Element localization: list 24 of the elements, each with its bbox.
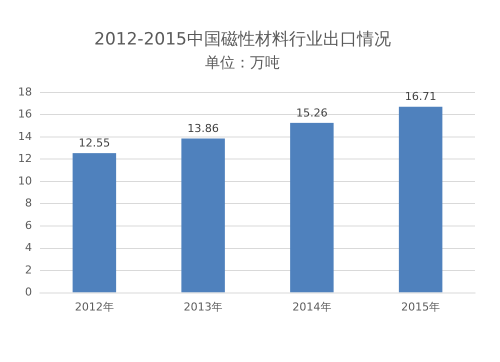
y-tick-label: 18 xyxy=(18,85,32,98)
bar xyxy=(290,122,334,292)
data-label: 16.71 xyxy=(404,90,436,104)
x-tick-label: 2014年 xyxy=(292,300,332,314)
data-label: 13.86 xyxy=(187,122,219,135)
x-tick-label: 2012年 xyxy=(74,300,114,314)
y-tick-label: 14 xyxy=(18,130,32,143)
chart-title: 2012-2015中国磁性材料行业出口情况 xyxy=(94,30,391,50)
y-tick-label: 8 xyxy=(24,196,32,210)
x-tick-label: 2015年 xyxy=(401,300,440,314)
y-tick-label: 0 xyxy=(24,286,32,299)
bar xyxy=(181,138,225,292)
data-label: 12.55 xyxy=(78,136,110,150)
chart-subtitle: 单位：万吨 xyxy=(205,53,280,72)
y-tick-label: 16 xyxy=(18,108,32,121)
x-tick-label: 2013年 xyxy=(184,300,223,314)
y-tick-label: 10 xyxy=(18,174,32,188)
data-label: 15.26 xyxy=(296,106,328,120)
y-tick-label: 6 xyxy=(24,218,32,232)
bar xyxy=(72,153,116,292)
bar xyxy=(398,106,442,292)
y-tick-label: 2 xyxy=(24,263,32,276)
y-tick-label: 12 xyxy=(18,152,32,166)
y-tick-label: 4 xyxy=(24,241,32,254)
